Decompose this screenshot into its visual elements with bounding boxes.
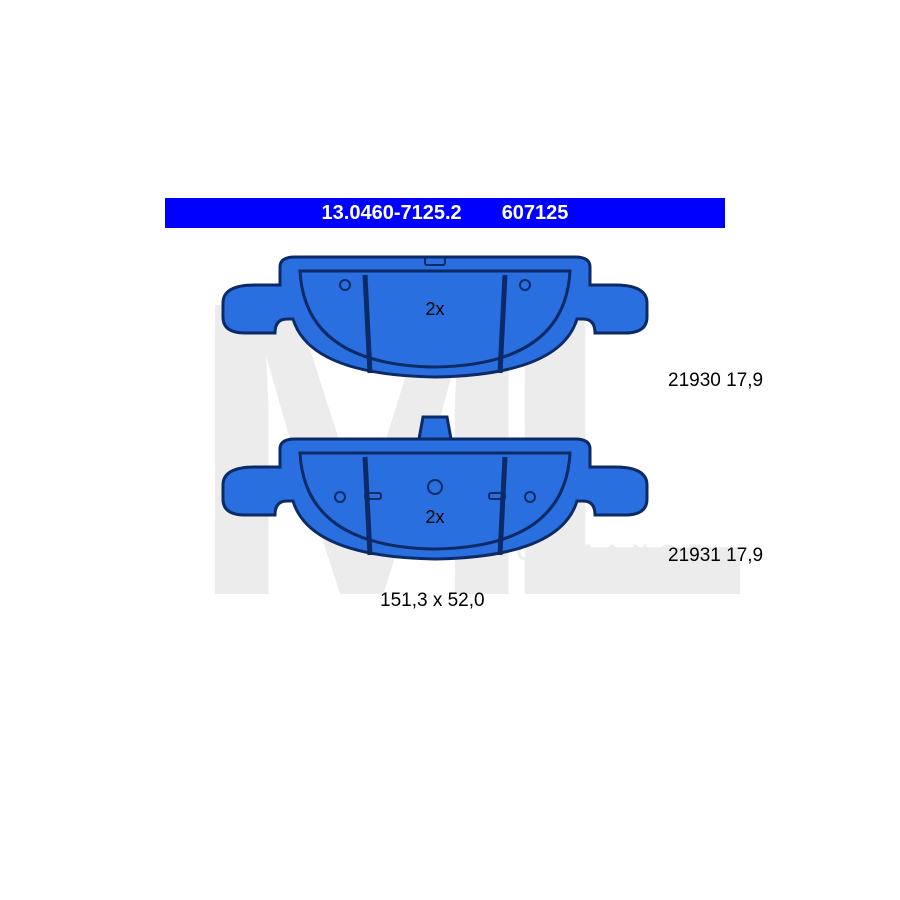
header-bar: 13.0460-7125.2 607125 [165,198,725,228]
dimension-label: 151,3 x 52,0 [380,590,485,612]
top-thickness: 17,9 [726,370,763,391]
svg-text:2x: 2x [425,299,444,319]
bottom-pad-label: 21931 17,9 [668,545,763,567]
bottom-wva: 21931 [668,545,721,566]
diagram-canvas: ML PERFORMANCE 13.0460-7125.2 607125 2x [0,0,900,900]
top-pad-label: 21930 17,9 [668,370,763,392]
header-part-number: 13.0460-7125.2 [322,202,462,225]
brake-pad-bottom: 2x [215,415,655,575]
svg-text:2x: 2x [425,507,444,527]
brake-pad-top: 2x [215,245,655,395]
bottom-thickness: 17,9 [726,545,763,566]
top-wva: 21930 [668,370,721,391]
header-short-code: 607125 [502,202,569,225]
